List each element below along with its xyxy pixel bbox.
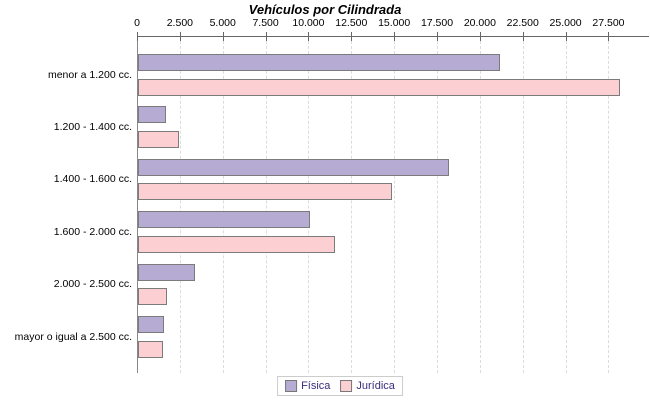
- bar-fisica-5: [138, 316, 164, 333]
- x-tick-mark: [522, 32, 524, 41]
- bar-juridica-3: [138, 235, 336, 253]
- y-axis-line: [137, 36, 138, 373]
- x-tick-label: 25.000: [549, 17, 582, 29]
- x-tick-mark: [137, 32, 138, 41]
- bar-fisica-1: [138, 106, 166, 124]
- gridline: [179, 36, 181, 373]
- gridline: [394, 36, 396, 373]
- legend-entry-juridica: Jurídica: [340, 380, 395, 392]
- x-tick-label: 0: [134, 17, 140, 29]
- bar-juridica-5: [138, 340, 164, 358]
- x-tick-label: 20.000: [463, 17, 496, 29]
- category-label: 2.000 - 2.500 cc.: [53, 278, 132, 291]
- x-tick-mark: [179, 32, 181, 41]
- chart-title: Vehículos por Cilindrada: [248, 2, 402, 17]
- x-tick-mark: [308, 32, 310, 41]
- legend: Física Jurídica: [277, 376, 403, 396]
- x-axis-line: [137, 36, 649, 37]
- bar-juridica-2: [138, 183, 393, 201]
- bar-fisica-0: [138, 54, 501, 71]
- x-tick-label: 10.000: [292, 17, 325, 29]
- x-tick-mark: [437, 32, 439, 41]
- gridline: [565, 36, 567, 373]
- x-tick-mark: [394, 32, 396, 41]
- x-tick-label: 17.500: [420, 17, 454, 29]
- bar-juridica-1: [138, 130, 180, 148]
- gridline: [351, 36, 353, 373]
- x-tick-mark: [222, 32, 224, 41]
- category-label: menor a 1.200 cc.: [47, 68, 132, 81]
- category-label: 1.400 - 1.600 cc.: [53, 173, 132, 186]
- x-tick-label: 22.500: [506, 17, 539, 29]
- category-label: 1.600 - 2.000 cc.: [53, 225, 132, 238]
- category-label: mayor o igual a 2.500 cc.: [14, 330, 132, 343]
- x-tick-mark: [479, 32, 481, 41]
- legend-swatch-juridica: [340, 380, 353, 392]
- category-label: 1.200 - 1.400 cc.: [53, 120, 132, 133]
- x-tick-mark: [565, 32, 567, 41]
- bar-juridica-4: [138, 288, 168, 306]
- x-tick-mark: [265, 32, 267, 41]
- gridline: [522, 36, 524, 373]
- legend-label-fisica: Física: [301, 380, 331, 392]
- legend-entry-fisica: Física: [285, 380, 330, 392]
- gridline: [222, 36, 224, 373]
- x-tick-label: 7.500: [252, 17, 279, 29]
- bar-fisica-3: [138, 211, 310, 229]
- bar-fisica-4: [138, 263, 195, 281]
- gridline: [608, 36, 610, 373]
- gridline: [437, 36, 439, 373]
- x-tick-label: 5.000: [209, 17, 236, 29]
- bar-fisica-2: [138, 158, 449, 176]
- x-tick-label: 12.500: [335, 17, 368, 29]
- x-tick-mark: [608, 32, 610, 41]
- legend-swatch-fisica: [285, 380, 298, 392]
- x-tick-mark: [351, 32, 353, 41]
- gridline: [265, 36, 267, 373]
- x-tick-label: 2.500: [166, 17, 193, 29]
- legend-label-juridica: Jurídica: [356, 380, 395, 392]
- x-tick-label: 27.500: [592, 17, 625, 29]
- gridline: [479, 36, 481, 373]
- x-tick-label: 15.000: [378, 17, 411, 29]
- gridline: [308, 36, 310, 373]
- bar-juridica-0: [138, 78, 621, 96]
